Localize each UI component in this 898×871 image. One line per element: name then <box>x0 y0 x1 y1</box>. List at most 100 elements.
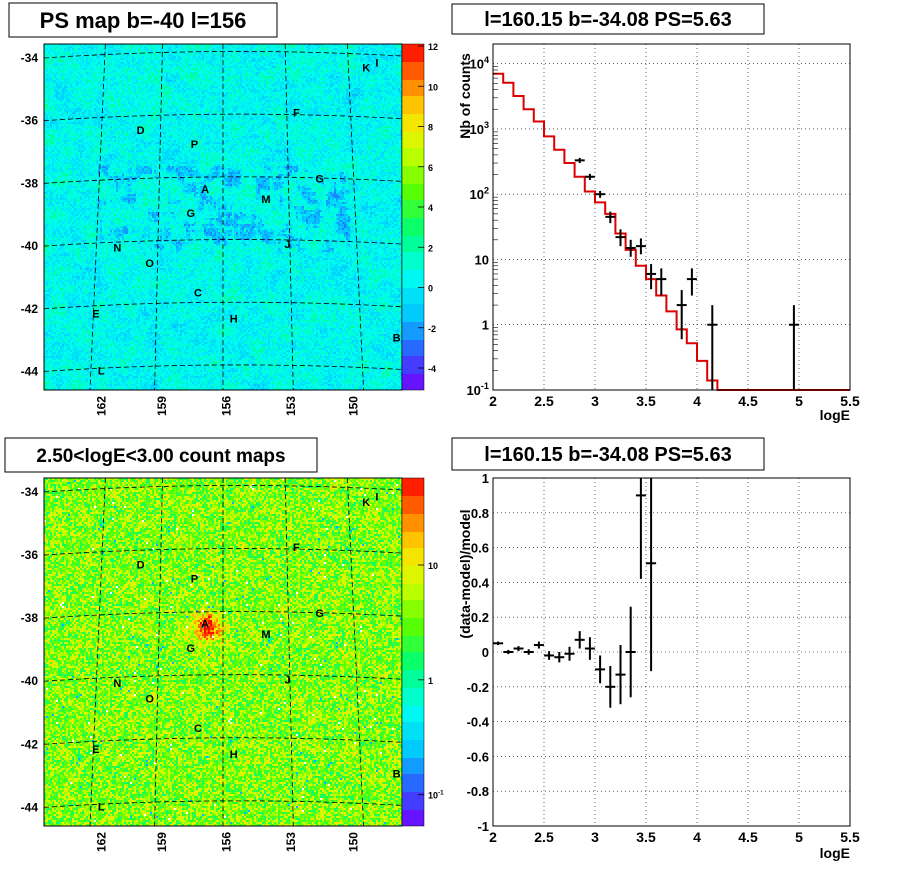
colorbar-tick-label: 0 <box>428 284 433 294</box>
longitude-line <box>346 477 364 827</box>
colorbar-tick-label: 10-1 <box>428 790 444 801</box>
ps-map-title-box <box>8 2 278 38</box>
residual-x-tick-label: 5.5 <box>840 829 860 845</box>
source-label: B <box>393 333 401 345</box>
residual-x-tick-label: 3 <box>591 829 599 845</box>
colorbar-tick-label: -2 <box>428 324 436 334</box>
colorbar-tick-label: 10 <box>428 82 438 92</box>
source-label: M <box>261 629 270 641</box>
source-label: P <box>191 573 198 585</box>
source-label: D <box>137 125 145 137</box>
count-map-title-box <box>4 437 318 473</box>
residual-ylabel: (data-model)/model <box>457 509 473 638</box>
colorbar-tick-label: 12 <box>428 42 438 52</box>
residual-y-tick-label: -0.2 <box>467 680 489 695</box>
source-label: G <box>315 608 324 620</box>
map-y-tick-label: -44 <box>21 364 39 378</box>
longitude-line <box>154 477 163 827</box>
residual-data <box>493 478 657 708</box>
spectrum-x-tick-label: 3 <box>591 393 599 409</box>
map-y-tick-label: -34 <box>21 51 39 65</box>
spectrum-title: l=160.15 b=-34.08 PS=5.63 <box>484 9 731 31</box>
residual-xlabel: logE <box>820 845 850 861</box>
count-map-colorbar-frame <box>401 477 425 827</box>
colorbar-tick-label: 4 <box>428 203 433 213</box>
colorbar-tick-label: -4 <box>428 364 436 374</box>
residual-y-tick-label: -0.8 <box>467 784 489 799</box>
map-x-tick-label: 150 <box>347 832 361 852</box>
source-label: F <box>293 108 300 120</box>
source-label: G <box>186 208 195 220</box>
map-x-tick-label: 156 <box>220 832 234 852</box>
source-label: A <box>201 184 209 196</box>
ps-map-title: PS map b=-40 l=156 <box>40 8 247 33</box>
residual-y-tick-label: -0.6 <box>467 749 489 764</box>
latitude-line <box>43 548 403 556</box>
spectrum-x-tick-label: 5.5 <box>840 393 860 409</box>
longitude-line <box>346 43 364 391</box>
map-y-tick-label: -38 <box>21 611 39 625</box>
map-y-tick-label: -42 <box>21 737 39 751</box>
source-label: J <box>284 674 290 686</box>
ps-map-y-ticks: -34 -36 -38 -40 -42 -44 <box>21 51 39 378</box>
map-x-tick-label: 153 <box>284 832 298 852</box>
spectrum-y-tick-label: 10-1 <box>466 381 489 398</box>
residual-y-tick-label: 0 <box>482 645 489 660</box>
longitude-line <box>284 477 294 827</box>
map-x-tick-label: 153 <box>284 396 298 416</box>
source-label: F <box>293 542 300 554</box>
spectrum-x-tick-label: 4 <box>693 393 701 409</box>
spectrum-frame <box>492 43 851 391</box>
longitude-line <box>284 43 294 391</box>
map-y-tick-label: -34 <box>21 485 39 499</box>
colorbar-tick-label: 6 <box>428 163 433 173</box>
residual-panel: 2 2.5 3 3.5 4 4.5 5 5.5 1 0.8 0.6 0.4 0.2 0 -0.2 -0.4 -0… <box>457 471 860 861</box>
map-x-tick-label: 150 <box>347 396 361 416</box>
spectrum-panel: 2 2.5 3 3.5 4 4.5 5 5.5 10-1 1 10 102 103 104 Nb of c… <box>457 43 860 423</box>
colorbar-tick-label: 1 <box>428 676 433 686</box>
spectrum-ylabel: Nb of counts <box>457 53 473 139</box>
residual-x-tick-label: 2.5 <box>534 829 554 845</box>
ps-map-colorbar-frame <box>401 43 425 391</box>
colorbar-tick-label: 8 <box>428 123 433 133</box>
residual-y-tick-label: 0.2 <box>471 610 489 625</box>
source-label: K <box>362 497 370 509</box>
source-label: P <box>191 139 198 151</box>
residual-y-tick-label: 0.6 <box>471 541 489 556</box>
latitude-line <box>43 485 403 493</box>
residual-y-tick-label: -0.4 <box>467 715 490 730</box>
residual-title-box <box>451 437 765 471</box>
longitude-line <box>89 43 106 391</box>
residual-plot-area <box>493 478 850 826</box>
source-label: D <box>137 559 145 571</box>
spectrum-ticks: 2 2.5 3 3.5 4 4.5 5 5.5 10-1 1 10 102 103 104 <box>466 43 860 409</box>
residual-y-tick-label: 0.4 <box>471 575 490 590</box>
count-map-title: 2.50<logE<3.00 count maps <box>36 446 285 467</box>
source-label: M <box>261 194 270 206</box>
map-y-tick-label: -38 <box>21 176 39 190</box>
source-label: L <box>98 801 105 813</box>
map-x-tick-label: 159 <box>155 832 169 852</box>
count-map-colorbar-ticks: 10 1 10-1 <box>418 561 444 801</box>
spectrum-y-tick-label: 1 <box>482 318 489 333</box>
latitude-line <box>43 611 403 619</box>
residual-frame <box>492 477 851 827</box>
map-y-tick-label: -36 <box>21 548 39 562</box>
source-label: I <box>375 492 378 504</box>
map-x-tick-label: 162 <box>94 396 108 416</box>
count-map-grid <box>43 477 403 827</box>
map-x-tick-label: 162 <box>94 832 108 852</box>
latitude-line <box>43 113 403 122</box>
latitude-line <box>43 51 403 59</box>
ps-map-grid <box>43 43 403 391</box>
ps-map-x-ticks: 162 159 156 153 150 <box>94 396 360 416</box>
source-label: K <box>362 63 370 75</box>
map-x-tick-label: 159 <box>155 396 169 416</box>
residual-x-tick-label: 4.5 <box>738 829 758 845</box>
spectrum-y-tick-label: 104 <box>469 55 489 72</box>
map-x-tick-label: 156 <box>220 396 234 416</box>
source-label: I <box>375 57 378 69</box>
residual-title: l=160.15 b=-34.08 PS=5.63 <box>484 444 731 466</box>
